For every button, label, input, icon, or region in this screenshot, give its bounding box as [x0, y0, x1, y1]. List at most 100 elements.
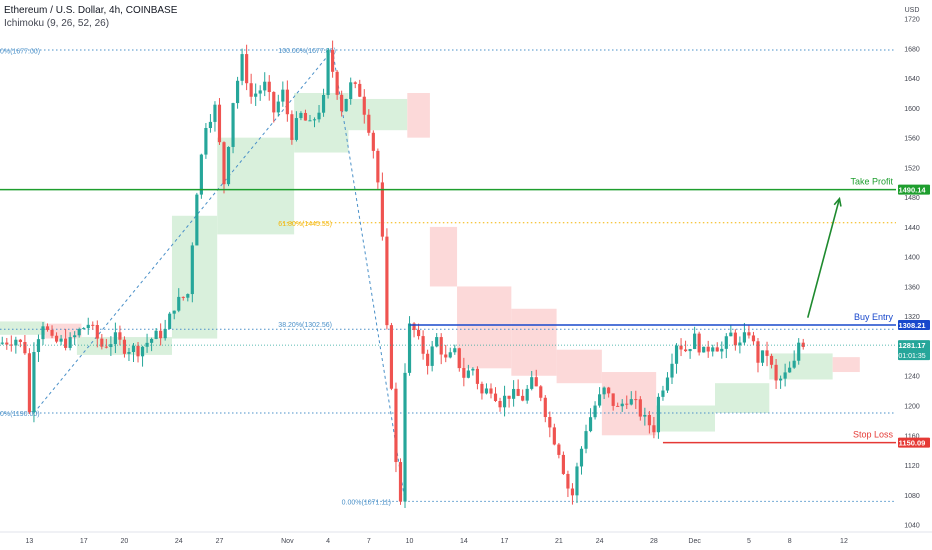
cloud-segment [348, 98, 408, 131]
candle-body [217, 104, 222, 143]
candle-body [344, 98, 348, 112]
x-tick-label: 10 [406, 538, 414, 545]
candle-body [747, 332, 751, 336]
candle-body [756, 341, 760, 363]
candle-body [507, 395, 511, 399]
time-axis: 13 17 20 24 27 Nov 4 7 10 14 17 21 24 28 Dec 5 8 12 [0, 531, 932, 545]
candle-body [150, 338, 154, 343]
candle-body [498, 400, 502, 408]
candle-body [27, 353, 31, 413]
candle-body [797, 342, 801, 361]
candle-body [68, 337, 72, 348]
current-price-tag-bg [898, 340, 930, 361]
candle-body [792, 360, 796, 368]
candle-body [5, 342, 9, 345]
candle-body [140, 346, 145, 357]
cloud-segment [556, 349, 602, 384]
candle-body [245, 54, 249, 84]
candle-body [570, 488, 575, 496]
x-tick-label: 28 [650, 538, 658, 545]
y-tick-label: 1440 [904, 225, 920, 232]
candle-body [733, 332, 737, 346]
y-tick-label: 1200 [904, 404, 920, 411]
candle-body [294, 118, 298, 140]
candle-body [181, 296, 185, 298]
candle-body [136, 345, 140, 357]
candle-body [240, 54, 244, 81]
candle-body [530, 377, 534, 389]
candle-body [598, 394, 602, 406]
candle-body [607, 387, 611, 394]
candle-body [724, 336, 728, 349]
candle-body [349, 82, 353, 99]
candle-body [276, 101, 280, 113]
candle-body [779, 378, 783, 381]
cloud-segment [294, 93, 349, 153]
candle-body [634, 399, 638, 401]
candle-body [281, 89, 285, 102]
candle-body [512, 388, 516, 399]
candle-body [50, 329, 54, 336]
candle-body [222, 142, 226, 185]
fibonacci-levels: 0%(1677.00) 0%(1190.00) 100.00%(1677.86) 61… [0, 48, 896, 506]
candle-body [697, 333, 701, 353]
candle-body [557, 444, 561, 455]
candle-body [742, 332, 746, 343]
candle-body [774, 364, 778, 381]
candle-body [801, 342, 805, 347]
fib-trend-line-down [332, 49, 406, 502]
candle-body [616, 405, 620, 407]
cloud-segment [769, 353, 833, 380]
x-tick-label: 24 [596, 538, 604, 545]
x-tick-label: Nov [281, 538, 294, 545]
fib-618-label: 61.80%(1445.55) [278, 221, 332, 228]
y-tick-label: 1080 [904, 493, 920, 500]
candle-body [674, 345, 679, 364]
x-tick-label: 24 [175, 538, 183, 545]
candle-body [73, 335, 77, 338]
candle-body [788, 367, 792, 373]
candle-body [471, 368, 475, 371]
cloud-segment [45, 323, 82, 339]
candle-body [407, 323, 412, 373]
candle-body [249, 83, 253, 97]
candle-body [525, 388, 529, 401]
candle-body [371, 132, 375, 151]
projection-arrow [806, 198, 841, 318]
cloud-segment [457, 286, 512, 369]
candle-body [131, 345, 136, 353]
candle-body [751, 335, 756, 342]
candle-body [579, 448, 584, 467]
y-tick-label: 1400 [904, 255, 920, 262]
candle-body [656, 396, 661, 433]
cloud-segment [832, 357, 860, 373]
current-price-tag-countdown: 01:01:35 [898, 353, 925, 360]
candle-body [729, 332, 733, 337]
candle-body [91, 324, 95, 326]
indicator-legend[interactable]: Ichimoku (9, 26, 52, 26) [4, 18, 110, 29]
candle-body [720, 348, 724, 352]
candle-body [122, 339, 127, 354]
y-tick-label: 1360 [904, 284, 920, 291]
trade-levels: Take Profit Buy Entry Stop Loss [0, 177, 896, 444]
ichimoku-cloud [0, 93, 860, 436]
candle-body [489, 388, 493, 394]
current-price-tag: 1281.17 [898, 341, 925, 350]
candle-body [665, 377, 670, 391]
candle-body [195, 194, 199, 246]
candle-body [484, 388, 489, 394]
candle-body [769, 355, 774, 365]
candle-body [54, 335, 59, 342]
stop-loss-tag-bg [898, 437, 930, 448]
stop-loss-tag: 1150.09 [899, 439, 926, 448]
candle-body [263, 81, 267, 91]
fib-382-label: 38.20%(1302.56) [278, 322, 332, 329]
candle-body [23, 342, 27, 354]
candle-body [109, 344, 113, 348]
candle-body [159, 330, 163, 339]
y-tick-label: 1520 [904, 165, 920, 172]
candle-body [258, 90, 262, 94]
candle-body [444, 354, 448, 358]
candle-body [426, 353, 430, 366]
